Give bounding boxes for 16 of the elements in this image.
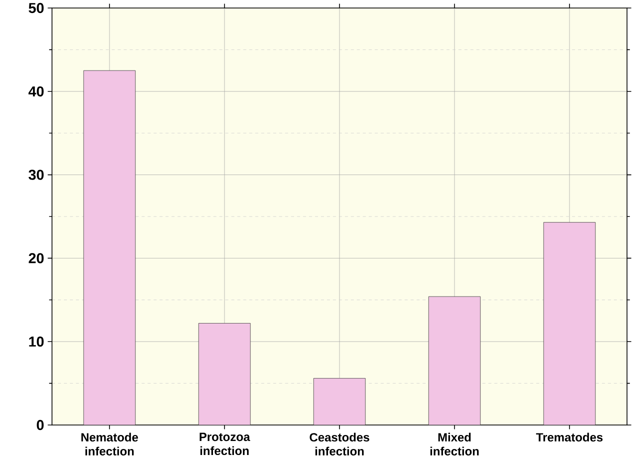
y-tick-label: 0 xyxy=(36,420,44,430)
bar xyxy=(428,296,481,425)
x-tick-label: Protozoa infection xyxy=(200,432,250,456)
bar xyxy=(83,70,136,425)
x-tick-label: Nematode infection xyxy=(81,432,138,456)
x-tick-label: Mixed infection xyxy=(430,432,479,456)
x-tick-label: Trematodes xyxy=(536,432,603,442)
bar xyxy=(543,222,596,425)
bar xyxy=(198,323,251,425)
y-tick-label: 20 xyxy=(28,253,44,264)
y-tick-label: 40 xyxy=(28,86,44,96)
y-tick-label: 30 xyxy=(28,170,44,180)
y-tick-label: 10 xyxy=(29,336,44,347)
x-tick-label: Ceastodes infection xyxy=(310,432,370,456)
y-tick-label: 50 xyxy=(28,2,44,14)
bar xyxy=(313,378,366,425)
